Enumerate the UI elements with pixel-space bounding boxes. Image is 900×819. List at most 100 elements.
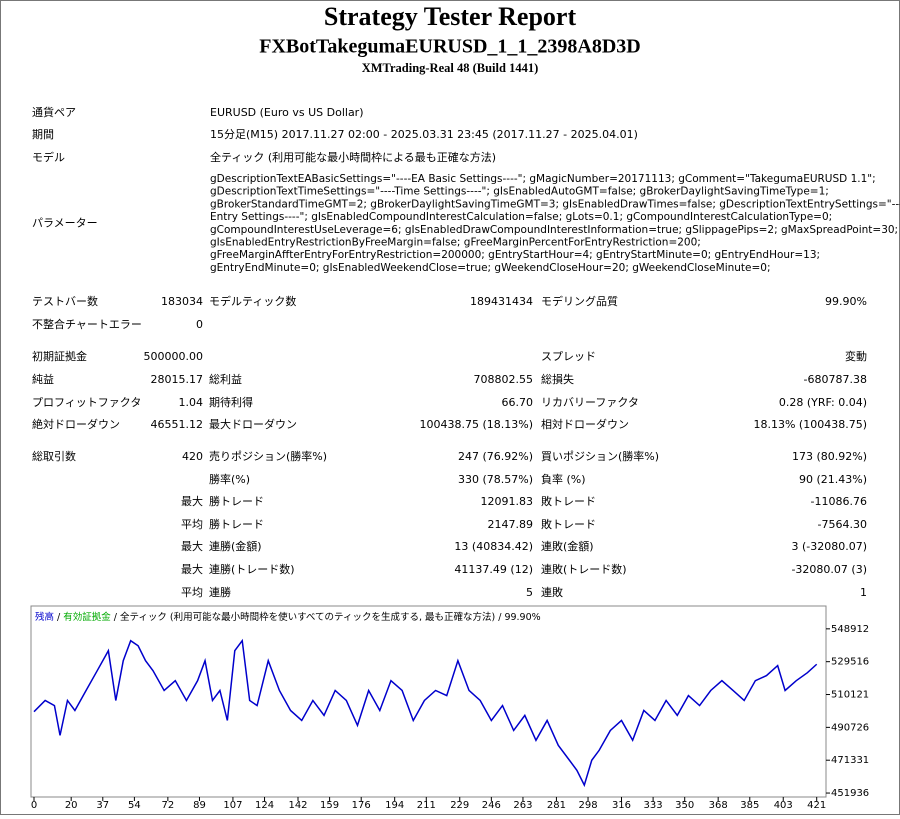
summary-label: 勝トレード: [209, 517, 264, 531]
summary-value: 平均: [181, 518, 203, 531]
x-tick-label: 37: [96, 800, 109, 811]
parameter-line: gDescriptionTextEABasicSettings="----EA …: [210, 173, 876, 185]
summary-label: 連勝: [209, 585, 231, 599]
summary-value: 変動: [845, 349, 867, 363]
x-tick-label: 281: [547, 800, 566, 811]
summary-label: 最大ドローダウン: [209, 417, 297, 431]
summary-value: 708802.55: [474, 373, 534, 386]
x-tick-label: 333: [644, 800, 663, 811]
summary-label: 買いポジション(勝率%): [541, 449, 659, 463]
subtitle: FXBotTakegumaEURUSD_1_1_2398A8D3D: [259, 36, 641, 58]
info-label: モデル: [32, 150, 65, 164]
info-value: EURUSD (Euro vs US Dollar): [210, 106, 364, 119]
summary-value: 99.90%: [825, 295, 867, 308]
summary-value: -32080.07 (3): [791, 563, 867, 576]
summary-value: -11086.76: [811, 495, 867, 508]
summary-value: 最大: [181, 562, 203, 576]
summary-value: 420: [182, 450, 203, 463]
summary-label: 相対ドローダウン: [541, 417, 629, 431]
summary-label: 連勝(トレード数): [209, 562, 295, 576]
summary-label: 敗トレード: [541, 494, 596, 508]
summary-value: 最大: [181, 539, 203, 553]
y-tick-label: 451936: [831, 788, 869, 799]
summary-value: 平均: [181, 586, 203, 599]
x-tick-label: 368: [709, 800, 728, 811]
parameter-line: gFreeMarginAffterEntryForEntryRestrictio…: [210, 249, 820, 261]
x-tick-label: 194: [385, 800, 404, 811]
info-label: 期間: [32, 128, 54, 141]
legend-item: 残高: [35, 611, 54, 623]
summary-label: 連敗(トレード数): [541, 562, 627, 576]
legend-item: /: [114, 612, 118, 623]
summary-label: 勝率(%): [209, 472, 250, 486]
parameter-line: gBrokerStandardTimeGMT=2; gBrokerDayligh…: [210, 198, 900, 210]
summary-value: 500000.00: [144, 350, 204, 363]
summary-value: 1: [860, 586, 867, 599]
summary-value: -680787.38: [804, 373, 867, 386]
summary-label: モデリング品質: [541, 294, 618, 308]
summary-value: 最大: [181, 494, 203, 508]
x-tick-label: 54: [128, 800, 141, 811]
x-tick-label: 159: [320, 800, 339, 811]
summary-label: テストバー数: [32, 295, 98, 308]
summary-label: 初期証拠金: [32, 349, 87, 363]
summary-label: 勝トレード: [209, 494, 264, 508]
summary-label: 総利益: [209, 372, 242, 386]
y-tick-label: 529516: [831, 657, 869, 668]
x-tick-label: 0: [31, 800, 37, 811]
summary-label: 不整合チャートエラー: [32, 317, 142, 331]
x-tick-label: 298: [578, 800, 597, 811]
build: XMTrading-Real 48 (Build 1441): [362, 61, 539, 75]
summary-value: 0: [196, 318, 203, 331]
summary-value: 46551.12: [151, 418, 204, 431]
y-tick-label: 548912: [831, 624, 869, 635]
x-tick-label: 350: [675, 800, 694, 811]
x-tick-label: 20: [65, 800, 78, 811]
x-tick-label: 124: [255, 800, 274, 811]
legend-item: 99.90%: [504, 612, 540, 623]
summary-label: 絶対ドローダウン: [32, 417, 120, 431]
title: Strategy Tester Report: [324, 2, 577, 31]
summary-label: プロフィットファクタ: [32, 396, 141, 409]
summary-value: 1.04: [179, 396, 204, 409]
parameter-line: gIsEnabledEntryRestrictionByFreeMargin=f…: [210, 237, 701, 249]
x-tick-label: 107: [223, 800, 242, 811]
summary-label: 純益: [32, 372, 54, 386]
summary-label: 売りポジション(勝率%): [209, 449, 327, 463]
legend-item: 全ティック (利用可能な最小時間枠を使いすべてのティックを生成する, 最も正確な…: [120, 611, 495, 623]
chart-legend: 残高 / 有効証拠金 / 全ティック (利用可能な最小時間枠を使いすべてのティックを生成…: [35, 611, 541, 623]
summary-value: 5: [526, 586, 533, 599]
summary-label: 敗トレード: [541, 517, 596, 531]
summary-label: 連敗(金額): [541, 539, 594, 553]
summary-value: 100438.75 (18.13%): [419, 418, 533, 431]
x-tick-label: 142: [288, 800, 307, 811]
x-tick-label: 176: [352, 800, 371, 811]
summary-value: 66.70: [502, 396, 534, 409]
parameter-line: gEntryEndMinute=0; gIsEnabledWeekendClos…: [210, 262, 771, 274]
y-tick-label: 471331: [831, 755, 869, 766]
summary-label: 期待利得: [209, 395, 253, 409]
x-tick-label: 385: [740, 800, 759, 811]
x-tick-label: 211: [417, 800, 436, 811]
chart-frame: [30, 605, 827, 798]
summary-value: 3 (-32080.07): [791, 540, 867, 553]
summary-value: 247 (76.92%): [458, 450, 533, 463]
summary-value: 90 (21.43%): [799, 473, 867, 486]
summary-value: 173 (80.92%): [792, 450, 867, 463]
summary-value: 13 (40834.42): [454, 540, 533, 553]
parameter-line: gDescriptionTextTimeSettings="----Time S…: [210, 186, 829, 198]
summary-value: 183034: [161, 295, 203, 308]
x-tick-label: 229: [450, 800, 469, 811]
info-value: 全ティック (利用可能な最小時間枠による最も正確な方法): [210, 150, 496, 164]
summary-value: 41137.49 (12): [454, 563, 533, 576]
x-tick-label: 89: [193, 800, 206, 811]
summary-value: -7564.30: [818, 518, 867, 531]
legend-item: 有効証拠金: [63, 611, 111, 623]
balance-line: [33, 638, 818, 788]
legend-item: /: [57, 612, 61, 623]
summary-label: 負率 (%): [541, 472, 586, 486]
parameter-line: gCompoundInterestUseLeverage=6; gIsEnabl…: [210, 224, 898, 236]
summary-value: 189431434: [470, 295, 533, 308]
